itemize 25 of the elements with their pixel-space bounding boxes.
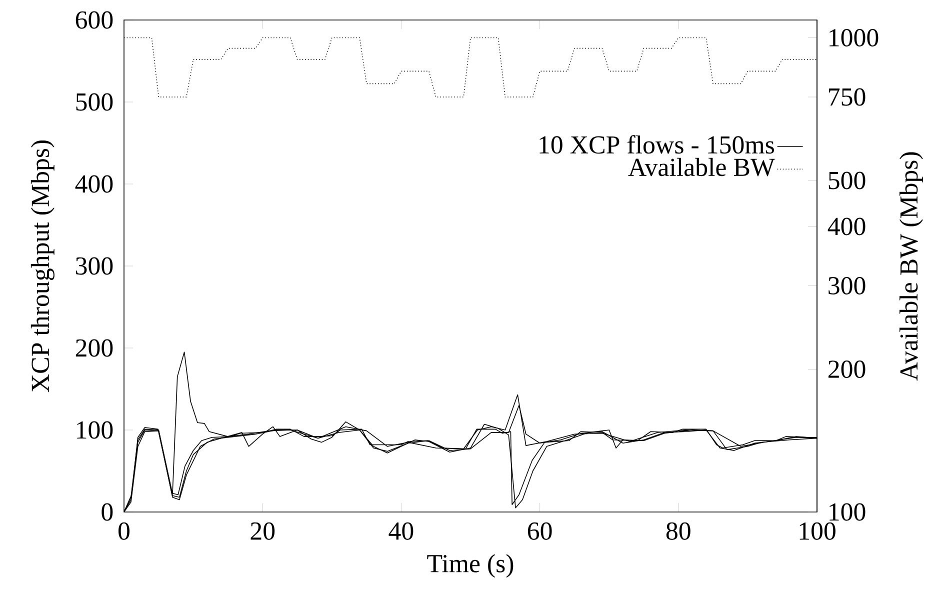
x-tick-label: 100 [800, 522, 836, 540]
y2-tick-label: 750 [829, 88, 866, 106]
x-tick-label: 40 [388, 522, 414, 540]
y2-tick-label: 200 [828, 360, 866, 378]
y2-tick-label: 300 [828, 276, 866, 294]
y2-tick-label: 100 [830, 503, 866, 521]
y2-tick-label: 1000 [830, 28, 878, 46]
x-tick-label: 20 [250, 522, 275, 540]
y-tick-label: 100 [77, 421, 113, 439]
x-axis-title: Time (s) [427, 554, 514, 578]
legend-label: Available BW [628, 158, 775, 176]
y-tick-label: 0 [102, 503, 113, 521]
y-tick-label: 300 [76, 257, 113, 275]
y-tick-label: 200 [76, 339, 113, 357]
y-tick-label: 500 [76, 93, 113, 111]
y-axis-title: XCP throughput (Mbps) [30, 140, 54, 392]
x-tick-label: 60 [528, 522, 552, 540]
x-tick-label: 80 [666, 522, 690, 540]
x-tick-label: 0 [118, 522, 130, 540]
legend-label: 10 XCP flows - 150ms [540, 135, 774, 154]
y-tick-label: 400 [75, 175, 113, 193]
y2-tick-label: 400 [828, 218, 866, 236]
y2-axis-title: Available BW (Mbps) [900, 152, 923, 381]
y-tick-label: 600 [76, 11, 113, 29]
y2-tick-label: 500 [828, 172, 866, 190]
